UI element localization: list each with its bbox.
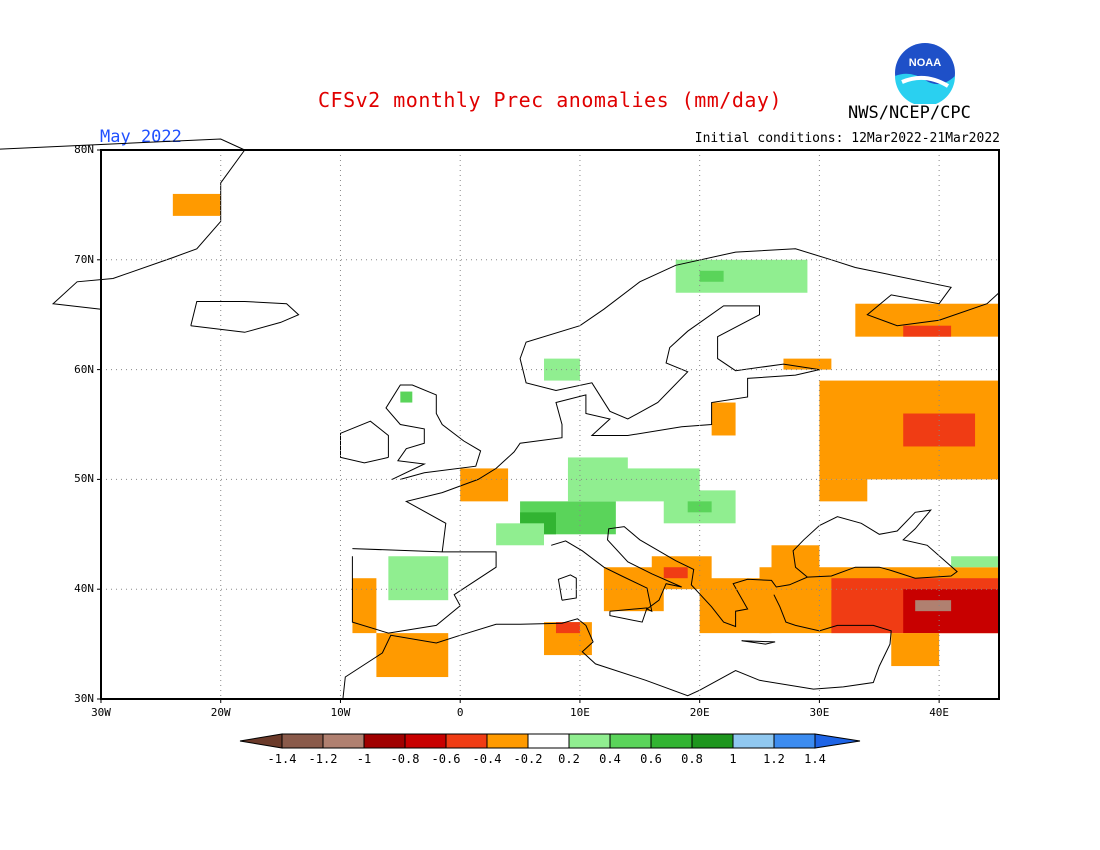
latitude-label: 70N <box>74 252 94 266</box>
anomaly-cell-middle-east <box>891 633 940 667</box>
colorbar-label: -0.8 <box>390 752 420 766</box>
longitude-label: 20W <box>210 706 231 719</box>
coastline-3 <box>340 420 389 464</box>
anomaly-cell-greenland-east <box>172 193 221 216</box>
anomaly-cell-finland-south <box>783 358 832 370</box>
anomaly-cell-russia-north-2 <box>903 325 952 337</box>
anomaly-cell-france-north <box>460 468 509 502</box>
coastline-1 <box>404 248 1000 552</box>
anomaly-cell-ukraine <box>819 479 868 502</box>
anomaly-cell-turkey-east-brown <box>915 600 952 612</box>
longitude-label: 40E <box>929 706 950 719</box>
colorbar-box <box>650 733 693 749</box>
coastline-8 <box>609 607 648 623</box>
anomaly-cell-turkey-east-core <box>903 589 999 634</box>
anomaly-cell-caucasus <box>951 556 999 568</box>
colorbar-label: 0.8 <box>681 752 703 766</box>
longitude-label: 20E <box>689 706 710 719</box>
colorbar-box <box>527 733 570 749</box>
coastline-9 <box>741 640 776 645</box>
longitude-label: 10E <box>569 706 590 719</box>
colorbar-label: 0.2 <box>558 752 580 766</box>
colorbar-label: -0.4 <box>472 752 502 766</box>
coastline-2 <box>385 384 482 480</box>
coastline-6 <box>342 594 892 700</box>
colorbar-box <box>404 733 447 749</box>
noaa-logo: NOAA <box>895 43 955 104</box>
colorbar-label: 1 <box>729 752 737 766</box>
anomaly-cell-baltic <box>711 402 736 436</box>
colorbar-label: 0.6 <box>640 752 662 766</box>
longitude-label: 10W <box>330 706 351 719</box>
latitude-label: 80N <box>74 143 94 156</box>
anomaly-cell-balkans-core <box>663 567 688 579</box>
colorbar-box <box>609 733 652 749</box>
colorbar-label: 1.2 <box>763 752 785 766</box>
anomaly-cell-iberia-north <box>388 556 449 601</box>
coastline-7 <box>557 574 577 601</box>
colorbar-box <box>445 733 488 749</box>
longitude-label: 0 <box>456 706 464 719</box>
anomaly-cell-germany <box>567 457 628 480</box>
latitude-label: 60N <box>74 362 94 376</box>
colorbar-box <box>691 733 734 749</box>
colorbar-label: -1.4 <box>267 752 297 766</box>
anomaly-cell-lapland <box>675 259 808 293</box>
logo-text: NOAA <box>909 57 941 69</box>
initial-conditions: Initial conditions: 12Mar2022-21Mar2022 <box>694 131 1000 146</box>
colorbar-label: -0.6 <box>431 752 461 766</box>
anomaly-cell-lapland-core <box>699 270 724 282</box>
longitude-label: 30W <box>91 706 111 719</box>
anomaly-cell-pyrenees <box>496 523 545 546</box>
coastline-4 <box>190 301 300 333</box>
colorbar-box <box>322 733 365 749</box>
map-frame <box>100 149 1000 700</box>
colorbar-label: -1 <box>356 752 372 766</box>
agency-label: NWS/NCEP/CPC <box>848 103 971 123</box>
colorbar-box <box>773 733 816 749</box>
anomaly-cell-scotland <box>400 391 413 403</box>
anomaly-cell-tunisia-core <box>555 622 580 634</box>
colorbar-box <box>281 733 324 749</box>
latitude-label: 30N <box>74 692 94 705</box>
coastline-10 <box>0 138 246 310</box>
anomaly-cell-hungary-core <box>687 501 712 513</box>
colorbar-arrow-right <box>814 733 861 749</box>
colorbar-label: -0.2 <box>513 752 543 766</box>
latitude-label: 50N <box>74 472 94 486</box>
colorbar-box <box>732 733 775 749</box>
colorbar-box <box>363 733 406 749</box>
latitude-label: 40N <box>74 582 94 596</box>
chart-title: CFSv2 monthly Prec anomalies (mm/day) <box>317 88 783 112</box>
colorbar-arrow-left <box>239 733 283 749</box>
anomaly-cell-black-sea-west <box>771 545 820 579</box>
coastline-5 <box>551 509 958 628</box>
coastline-0 <box>351 548 497 634</box>
colorbar-box <box>486 733 529 749</box>
colorbar-box <box>568 733 611 749</box>
longitude-label: 30E <box>809 706 830 719</box>
colorbar-label: 0.4 <box>599 752 621 766</box>
colorbar-label: 1.4 <box>804 752 826 766</box>
anomaly-cell-iberia-west <box>352 578 377 634</box>
colorbar-label: -1.2 <box>308 752 338 766</box>
